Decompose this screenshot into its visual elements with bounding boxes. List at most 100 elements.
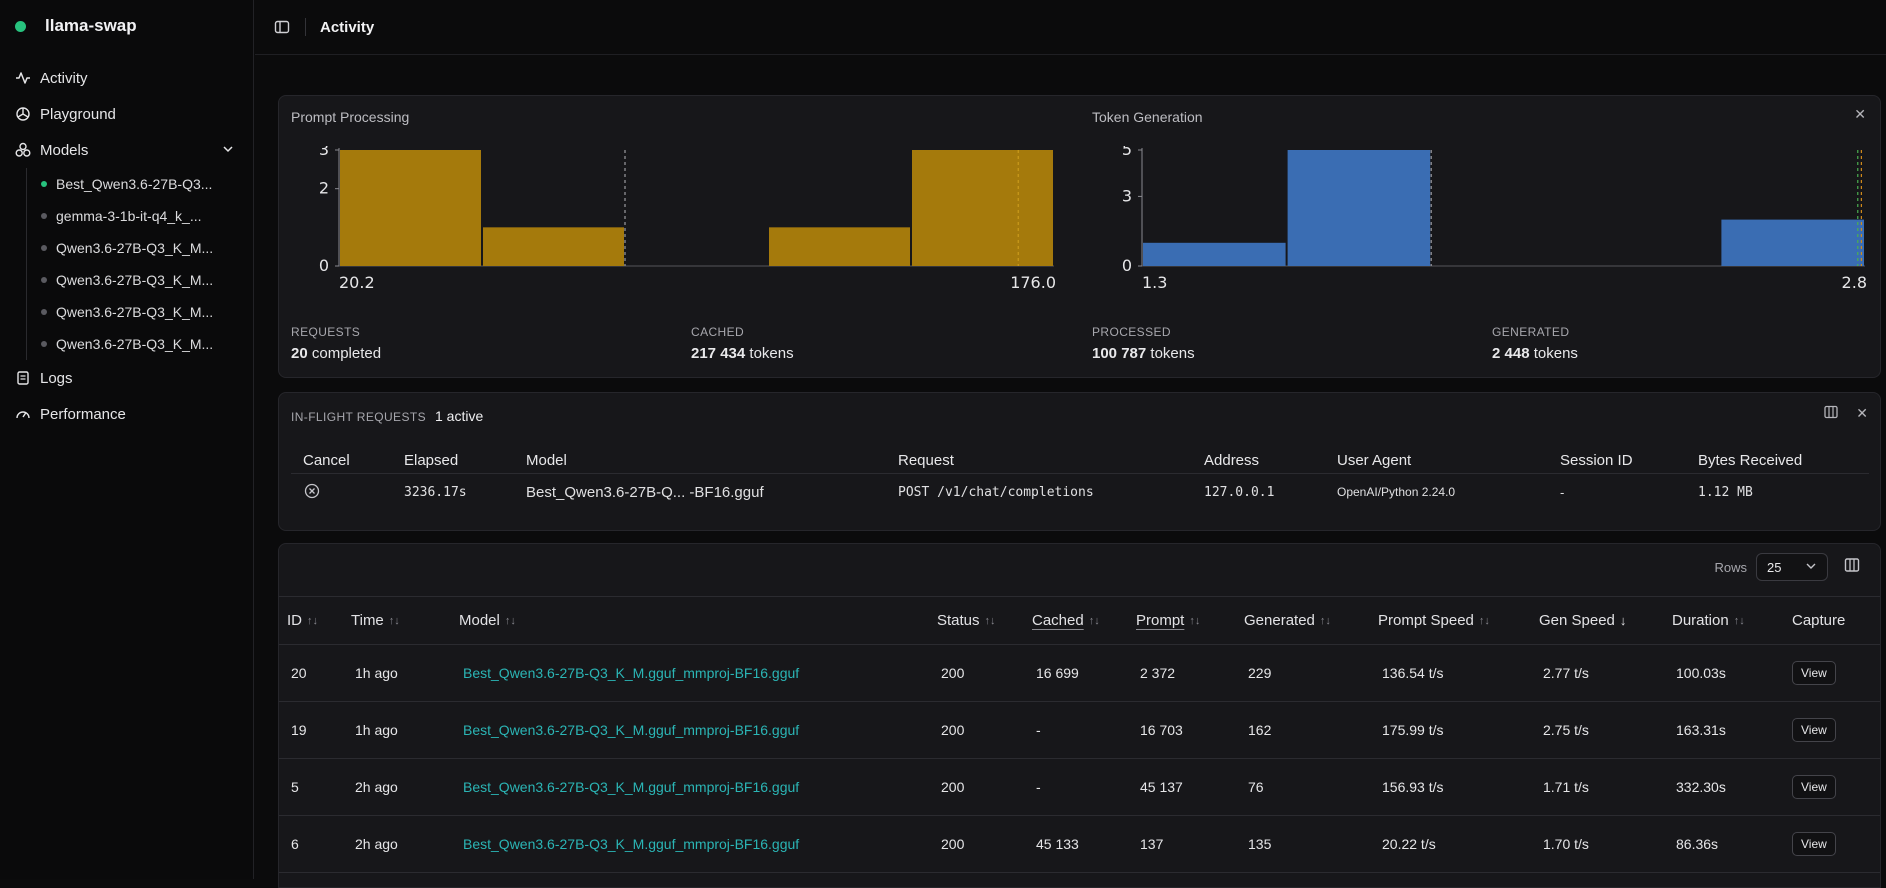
sidebar-item-playground[interactable]: Playground	[0, 96, 254, 132]
sort-icon: ↑↓	[1478, 614, 1490, 627]
sort-icon: ↑↓	[1189, 614, 1201, 627]
cancel-icon[interactable]	[304, 483, 320, 499]
cell-duration: 100.03s	[1676, 665, 1726, 681]
y-tick-label: 3	[1122, 186, 1132, 205]
stat-label: PROCESSED	[1092, 325, 1171, 339]
logs-icon	[15, 370, 31, 386]
x-tick-label: 176.0	[1010, 273, 1056, 292]
stat-cached: CACHED 217 434 tokens	[691, 325, 794, 362]
columns-icon[interactable]	[1824, 405, 1838, 422]
cell-status: 200	[941, 836, 965, 852]
model-link[interactable]: Best_Qwen3.6-27B-Q3_K_M.gguf_mmproj-BF16…	[463, 722, 800, 738]
view-capture-button[interactable]: View	[1792, 775, 1836, 799]
y-tick-label: 5	[1122, 146, 1132, 159]
column-header-label: ID	[287, 612, 302, 629]
cell-gen-speed: 2.75 t/s	[1543, 722, 1589, 738]
rows-select-value: 25	[1767, 559, 1782, 575]
sidebar-item-label: Logs	[40, 369, 73, 387]
cell-generated: 229	[1248, 665, 1272, 681]
cell-duration: 332.30s	[1676, 779, 1726, 795]
sidebar-item-label: Models	[40, 141, 89, 159]
columns-icon[interactable]	[1844, 557, 1860, 576]
sidebar-model-item[interactable]: Qwen3.6-27B-Q3_K_M...	[27, 264, 254, 296]
cell-request: POST /v1/chat/completions	[898, 484, 1094, 500]
activity-icon	[15, 70, 31, 86]
close-icon[interactable]: ✕	[1854, 106, 1866, 122]
brand[interactable]: llama-swap	[15, 13, 137, 39]
column-header[interactable]: Status ↑↓	[925, 612, 1020, 629]
column-header: Model	[526, 452, 567, 469]
sidebar-item-activity[interactable]: Activity	[0, 60, 254, 96]
model-status-dot	[41, 213, 47, 219]
column-header[interactable]: Time ↑↓	[339, 612, 447, 629]
divider	[305, 18, 306, 36]
cell-status: 200	[941, 722, 965, 738]
cell-cached: -	[1036, 722, 1041, 738]
model-link[interactable]: Best_Qwen3.6-27B-Q3_K_M.gguf_mmproj-BF16…	[463, 779, 800, 795]
sidebar-model-item[interactable]: Qwen3.6-27B-Q3_K_M...	[27, 328, 254, 360]
chevron-down-icon[interactable]	[222, 142, 234, 159]
status-dot	[15, 20, 26, 32]
column-header: Request	[898, 452, 954, 469]
inflight-table: Cancel Elapsed Model Request Address User Age…	[291, 448, 1869, 510]
cell-id: 6	[291, 836, 299, 852]
model-link[interactable]: Best_Qwen3.6-27B-Q3_K_M.gguf_mmproj-BF16…	[463, 836, 800, 852]
y-tick-label: 3	[319, 146, 329, 159]
view-capture-button[interactable]: View	[1792, 718, 1836, 742]
histogram-bar	[483, 227, 624, 266]
rows-select[interactable]: 25	[1756, 553, 1828, 581]
capture-cell: View	[1780, 832, 1878, 856]
column-header[interactable]: Prompt ↑↓	[1124, 612, 1232, 629]
sort-icon: ↑↓	[1319, 614, 1331, 627]
cell-cached: -	[1036, 779, 1041, 795]
cell-id: 19	[291, 722, 307, 738]
model-item-label: Best_Qwen3.6-27B-Q3...	[56, 176, 213, 192]
sidebar-item-models[interactable]: Models	[0, 132, 254, 168]
column-header[interactable]: Duration ↑↓	[1660, 612, 1780, 629]
histogram-bar	[340, 150, 481, 266]
gauge-icon	[15, 406, 31, 422]
capture-cell: View	[1780, 775, 1878, 799]
sidebar-item-performance[interactable]: Performance	[0, 396, 254, 432]
cell-prompt: 2 372	[1140, 665, 1176, 681]
chart-title: Token Generation	[1092, 109, 1203, 125]
column-header[interactable]: Cached ↑↓	[1020, 612, 1124, 629]
column-header[interactable]: Gen Speed ↓	[1527, 612, 1660, 629]
cell-status: 200	[941, 779, 965, 795]
view-capture-button[interactable]: View	[1792, 832, 1836, 856]
sidebar-model-item[interactable]: gemma-3-1b-it-q4_k_...	[27, 200, 254, 232]
inflight-actions: ✕	[1824, 405, 1868, 422]
column-header: User Agent	[1337, 452, 1412, 469]
models-submenu: Best_Qwen3.6-27B-Q3... gemma-3-1b-it-q4_k…	[26, 168, 254, 360]
column-header[interactable]: Model ↑↓	[447, 612, 925, 629]
requests-panel: Rows 25 ID ↑↓ Time ↑↓ Model ↑↓ Status ↑↓ Cached ↑…	[278, 543, 1881, 888]
x-tick-label: 2.8	[1842, 273, 1867, 292]
cell-elapsed: 3236.17s	[404, 484, 467, 500]
cell-session: -	[1560, 484, 1565, 500]
model-item-label: Qwen3.6-27B-Q3_K_M...	[56, 304, 214, 320]
column-header: Address	[1204, 452, 1260, 469]
view-capture-button[interactable]: View	[1792, 661, 1836, 685]
column-header[interactable]: Generated ↑↓	[1232, 612, 1366, 629]
sidebar-model-item[interactable]: Qwen3.6-27B-Q3_K_M...	[27, 232, 254, 264]
cell-generated: 162	[1248, 722, 1272, 738]
cell-status: 200	[941, 665, 965, 681]
close-icon[interactable]: ✕	[1856, 405, 1868, 421]
model-link[interactable]: Best_Qwen3.6-27B-Q3_K_M.gguf_mmproj-BF16…	[463, 665, 800, 681]
sidebar-model-item[interactable]: Best_Qwen3.6-27B-Q3...	[27, 168, 254, 200]
y-tick-label: 0	[1122, 256, 1132, 275]
chart-title: Prompt Processing	[291, 109, 410, 125]
sidebar-model-item[interactable]: Qwen3.6-27B-Q3_K_M...	[27, 296, 254, 328]
sidebar-item-logs[interactable]: Logs	[0, 360, 254, 396]
prompt-processing-chart: 3 2 0 20.2 176.0	[319, 146, 1056, 292]
sidebar-toggle-icon[interactable]	[271, 16, 293, 38]
table-row: 6 2h ago Best_Qwen3.6-27B-Q3_K_M.gguf_mmpr…	[279, 816, 1880, 873]
cell-bytes: 1.12 MB	[1698, 484, 1753, 500]
inflight-table-header: Cancel Elapsed Model Request Address User Age…	[291, 448, 1869, 474]
table-row: 5 2h ago Best_Qwen3.6-27B-Q3_K_M.gguf_mmpr…	[279, 759, 1880, 816]
model-item-label: Qwen3.6-27B-Q3_K_M...	[56, 272, 214, 288]
column-header[interactable]: ID ↑↓	[279, 612, 339, 629]
cell-time: 2h ago	[355, 779, 398, 795]
column-header[interactable]: Prompt Speed ↑↓	[1366, 612, 1527, 629]
